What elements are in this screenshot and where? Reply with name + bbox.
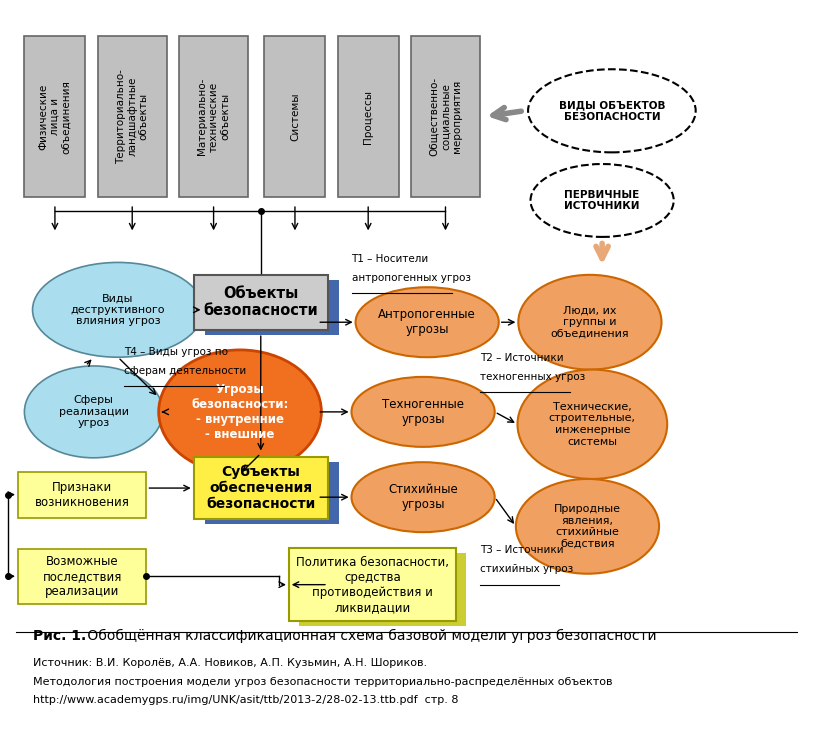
Ellipse shape (516, 479, 659, 574)
Text: Природные
явления,
стихийные
бедствия: Природные явления, стихийные бедствия (554, 504, 621, 549)
Ellipse shape (352, 377, 495, 447)
Ellipse shape (159, 350, 321, 474)
Text: Материально-
технические
объекты: Материально- технические объекты (197, 78, 230, 155)
Text: Источник: В.И. Королёв, А.А. Новиков, А.П. Кузьмин, А.Н. Шориков.: Источник: В.И. Королёв, А.А. Новиков, А.… (33, 658, 427, 668)
FancyBboxPatch shape (299, 553, 466, 626)
Text: Т2 – Источники: Т2 – Источники (480, 353, 564, 363)
Text: Возможные
последствия
реализации: Возможные последствия реализации (43, 555, 122, 598)
Text: сферам деятельности: сферам деятельности (124, 366, 246, 376)
Text: Люди, их
группы и
объединения: Люди, их группы и объединения (551, 305, 629, 339)
FancyBboxPatch shape (338, 36, 398, 197)
Text: Процессы: Процессы (363, 90, 373, 144)
Text: Политика безопасности,
средства
противодействия и
ликвидации: Политика безопасности, средства противод… (296, 555, 449, 614)
Text: Сферы
реализации
угроз: Сферы реализации угроз (59, 395, 128, 429)
Text: ВИДЫ ОБЪЕКТОВ
БЕЗОПАСНОСТИ: ВИДЫ ОБЪЕКТОВ БЕЗОПАСНОСТИ (559, 100, 665, 122)
FancyBboxPatch shape (194, 275, 328, 330)
Text: Объекты
безопасности: Объекты безопасности (204, 286, 318, 319)
Text: Стихийные
угрозы: Стихийные угрозы (389, 483, 458, 511)
Text: Территориально-
ландшафтные
объекты: Территориально- ландшафтные объекты (115, 69, 149, 164)
FancyBboxPatch shape (18, 549, 146, 604)
Text: Общественно-
социальные
мероприятия: Общественно- социальные мероприятия (429, 77, 462, 156)
Ellipse shape (33, 262, 204, 357)
Text: антропогенных угроз: антропогенных угроз (352, 273, 470, 283)
Text: Угрозы
безопасности:
- внутренние
- внешние: Угрозы безопасности: - внутренние - внеш… (191, 383, 289, 441)
Text: Физические
лица и
объединения: Физические лица и объединения (38, 79, 71, 154)
Text: Обобщённая классификационная схема базовой модели угроз безопасности: Обобщённая классификационная схема базов… (83, 629, 657, 643)
Text: Виды
деструктивного
влияния угроз: Виды деструктивного влияния угроз (70, 293, 165, 327)
FancyBboxPatch shape (194, 457, 328, 519)
Text: Т4 – Виды угроз по: Т4 – Виды угроз по (124, 347, 227, 357)
Text: ПЕРВИЧНЫЕ
ИСТОЧНИКИ: ПЕРВИЧНЫЕ ИСТОЧНИКИ (564, 190, 640, 211)
Ellipse shape (518, 370, 667, 479)
Ellipse shape (531, 164, 674, 237)
Text: Рис. 1.: Рис. 1. (33, 629, 86, 643)
Ellipse shape (528, 69, 695, 152)
Text: Технические,
строительные,
инженерные
системы: Технические, строительные, инженерные си… (549, 402, 636, 447)
Text: Т3 – Источники: Т3 – Источники (480, 545, 564, 555)
Text: http://www.academygps.ru/img/UNK/asit/ttb/2013-2/28-02-13.ttb.pdf  стр. 8: http://www.academygps.ru/img/UNK/asit/tt… (33, 695, 458, 705)
FancyBboxPatch shape (179, 36, 248, 197)
Ellipse shape (25, 366, 163, 458)
FancyBboxPatch shape (205, 280, 339, 335)
Text: Субъекты
обеспечения
безопасности: Субъекты обеспечения безопасности (206, 464, 316, 512)
FancyBboxPatch shape (25, 36, 85, 197)
Text: Техногенные
угрозы: Техногенные угрозы (382, 398, 464, 426)
Ellipse shape (519, 275, 662, 370)
Text: Т1 – Носители: Т1 – Носители (352, 254, 429, 264)
Text: стихийных угроз: стихийных угроз (480, 564, 573, 574)
Ellipse shape (352, 462, 495, 532)
FancyBboxPatch shape (205, 462, 339, 524)
Text: техногенных угроз: техногенных угроз (480, 372, 586, 382)
Text: Антропогенные
угрозы: Антропогенные угрозы (378, 308, 476, 336)
FancyBboxPatch shape (411, 36, 480, 197)
FancyBboxPatch shape (18, 472, 146, 518)
FancyBboxPatch shape (289, 548, 456, 621)
FancyBboxPatch shape (97, 36, 167, 197)
Text: Методология построения модели угроз безопасности территориально-распределённых о: Методология построения модели угроз безо… (33, 677, 612, 687)
Text: Системы: Системы (290, 93, 300, 141)
Text: Признаки
возникновения: Признаки возникновения (34, 480, 129, 509)
Ellipse shape (356, 287, 499, 357)
FancyBboxPatch shape (264, 36, 326, 197)
